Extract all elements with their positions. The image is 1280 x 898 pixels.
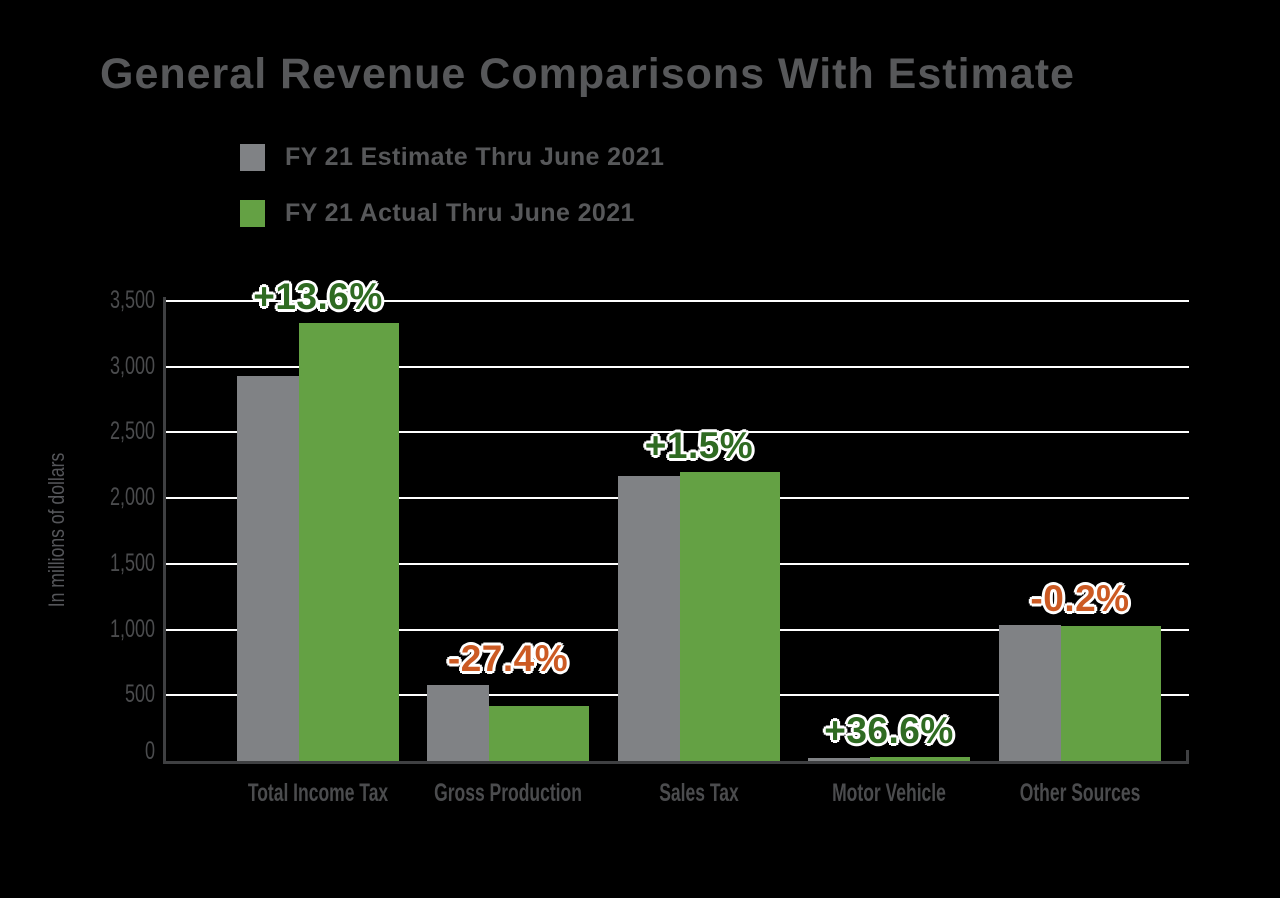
pct-label: +36.6%	[824, 710, 954, 751]
bar-actual-0	[299, 323, 399, 761]
bar-estimate-1	[427, 685, 489, 761]
y-axis-line	[163, 297, 166, 764]
pct-label: -27.4%	[447, 638, 569, 679]
bar-estimate-2	[618, 476, 680, 761]
bar-actual-1	[489, 706, 589, 761]
gridline	[166, 300, 1189, 302]
x-axis-end-cap	[1186, 750, 1189, 764]
y-tick-label: 1,500	[109, 548, 155, 577]
category-label: Motor Vehicle	[832, 779, 946, 807]
legend: FY 21 Estimate Thru June 2021 FY 21 Actu…	[240, 143, 665, 256]
y-axis-title: In millions of dollars	[44, 452, 69, 608]
page-title: General Revenue Comparisons With Estimat…	[100, 50, 1075, 98]
legend-item-actual: FY 21 Actual Thru June 2021	[240, 199, 664, 227]
legend-label-actual: FY 21 Actual Thru June 2021	[285, 199, 635, 227]
legend-label-estimate: FY 21 Estimate Thru June 2021	[285, 143, 665, 171]
y-tick-label: 2,000	[109, 483, 155, 512]
bar-estimate-0	[237, 376, 299, 761]
pct-label: +1.5%	[644, 425, 754, 466]
gridline	[166, 365, 1189, 368]
y-tick-label: 500	[124, 680, 155, 709]
x-axis-line	[163, 761, 1189, 764]
gridline	[166, 431, 1189, 434]
y-tick-label: 1,000	[109, 614, 155, 643]
bar-actual-4	[1061, 626, 1161, 761]
category-label: Gross Production	[434, 779, 582, 807]
bar-estimate-3	[808, 758, 870, 761]
category-label: Other Sources	[1019, 779, 1141, 807]
y-tick-label: 0	[144, 737, 155, 765]
y-tick-label: 3,500	[109, 286, 155, 314]
y-tick-label: 3,000	[109, 351, 155, 380]
legend-item-estimate: FY 21 Estimate Thru June 2021	[240, 143, 665, 171]
y-tick-label: 2,500	[109, 417, 155, 446]
legend-swatch-actual	[240, 200, 265, 227]
bar-actual-3	[870, 757, 970, 761]
legend-swatch-estimate	[240, 144, 265, 171]
bar-estimate-4	[999, 625, 1061, 761]
category-label: Sales Tax	[659, 779, 739, 807]
pct-label: +13.6%	[253, 276, 383, 317]
category-label: Total Income Tax	[247, 779, 389, 807]
bar-actual-2	[680, 472, 780, 761]
pct-label: -0.2%	[1030, 578, 1130, 619]
